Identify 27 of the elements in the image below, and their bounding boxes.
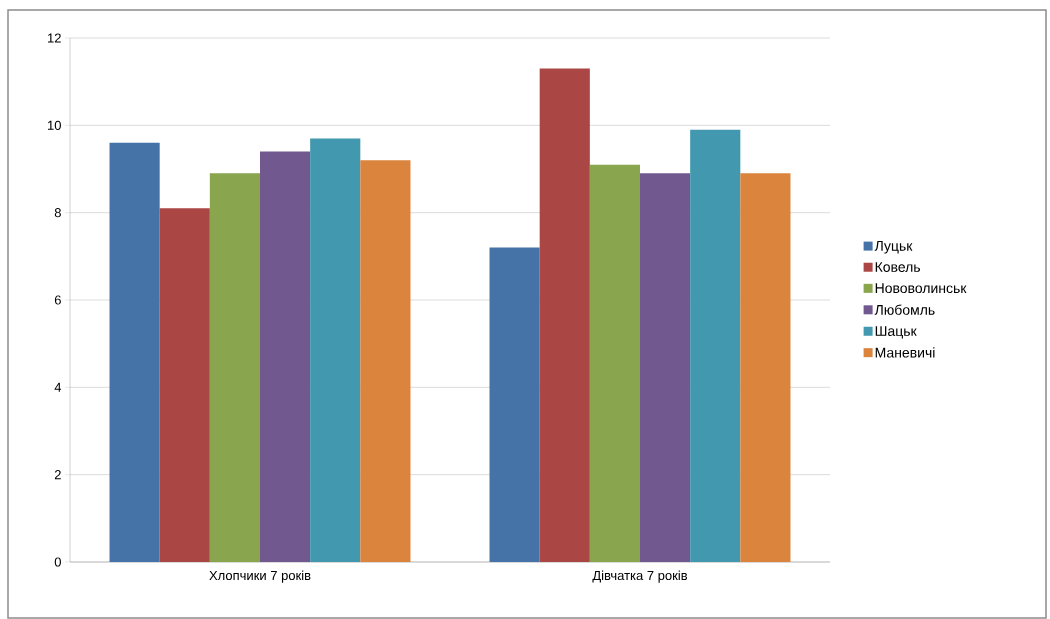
legend-label: Ковель [875, 262, 921, 272]
y-tick-label: 12 [48, 33, 61, 43]
bar [310, 138, 361, 562]
bar [690, 129, 741, 562]
legend-label: Луцьк [874, 241, 913, 254]
bar [209, 173, 260, 562]
bar [489, 247, 540, 562]
y-tick-label: 10 [48, 120, 61, 130]
y-tick-label: 4 [54, 382, 62, 392]
legend-label: Маневичі [875, 347, 935, 358]
x-tick-label: Хлопчики 7 років [209, 570, 311, 583]
bar [539, 68, 590, 562]
legend-label: Любомль [874, 304, 935, 315]
bar [159, 208, 210, 562]
x-tick-label: Дівчатка 7 років [592, 570, 688, 583]
bar [740, 173, 791, 562]
bar [109, 142, 160, 562]
legend-label: Нововолинськ [875, 283, 967, 294]
bar [360, 160, 411, 562]
bar [640, 173, 691, 562]
bar [589, 164, 640, 562]
y-tick-label: 0 [54, 557, 61, 567]
y-tick-label: 2 [54, 470, 61, 480]
bar [260, 151, 311, 562]
y-tick-label: 6 [54, 295, 61, 305]
legend-label: Шацьк [875, 326, 917, 339]
y-tick-label: 8 [54, 208, 61, 218]
